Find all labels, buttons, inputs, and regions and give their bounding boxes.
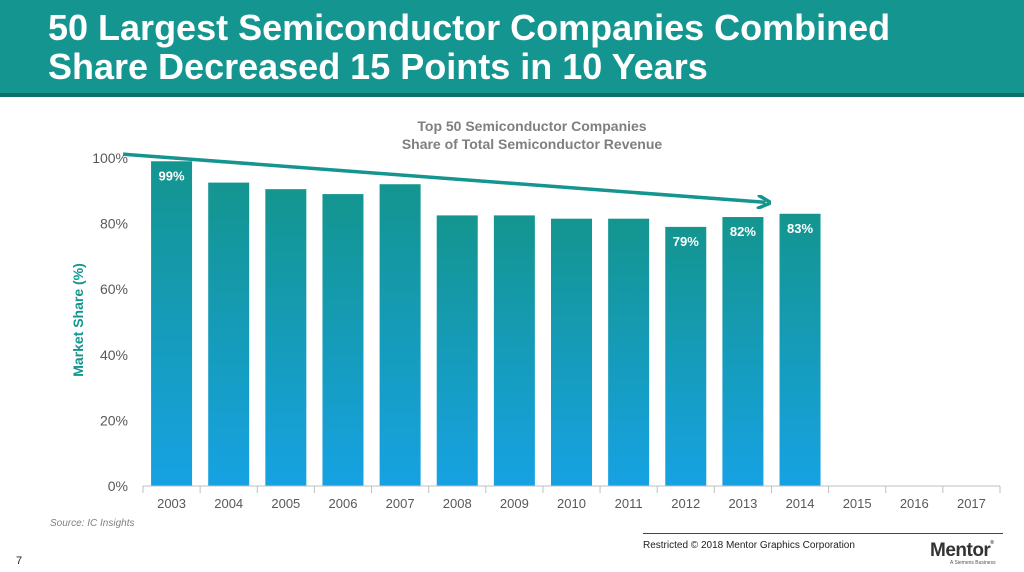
slide-title-line-1: 50 Largest Semiconductor Companies Combi… <box>48 7 891 48</box>
bar <box>151 161 193 486</box>
source-note: Source: IC Insights <box>50 518 135 529</box>
data-labels: 99% 79% 82% 83% <box>159 168 814 249</box>
bar <box>322 194 364 486</box>
x-tick-label: 2011 <box>615 496 643 511</box>
y-tick-label: 80% <box>100 216 128 232</box>
x-tick-label: 2004 <box>214 496 243 511</box>
bar <box>493 215 535 486</box>
trend-arrow <box>122 152 765 202</box>
copyright-text: Restricted © 2018 Mentor Graphics Corpor… <box>643 540 855 551</box>
chart-subtitle: Share of Total Semiconductor Revenue <box>402 136 663 152</box>
data-label: 82% <box>730 224 756 239</box>
data-label: 83% <box>787 221 813 236</box>
y-tick-label: 40% <box>100 347 128 363</box>
slide-title-line-2: Share Decreased 15 Points in 10 Years <box>48 46 708 87</box>
x-tick-label: 2016 <box>900 496 929 511</box>
x-tick-label: 2012 <box>671 496 700 511</box>
y-tick-label: 0% <box>108 478 128 494</box>
title-banner <box>0 0 1024 93</box>
y-axis-ticks: 0% 20% 40% 60% 80% 100% <box>92 150 128 494</box>
bar <box>208 182 250 486</box>
y-tick-label: 100% <box>92 150 128 166</box>
slide-title: 50 Largest Semiconductor Companies Combi… <box>48 8 1008 86</box>
bar <box>379 184 421 487</box>
y-tick-label: 60% <box>100 281 128 297</box>
x-tick-label: 2003 <box>157 496 186 511</box>
footer-divider <box>643 533 1003 534</box>
x-tick-label: 2013 <box>728 496 757 511</box>
bar <box>551 218 592 486</box>
bar <box>779 213 821 486</box>
bar <box>665 226 707 486</box>
chart-title: Top 50 Semiconductor Companies <box>417 118 646 134</box>
bar <box>265 189 307 486</box>
x-tick-label: 2014 <box>786 496 815 511</box>
y-axis-label: Market Share (%) <box>70 263 86 377</box>
x-tick-label: 2008 <box>443 496 472 511</box>
x-tick-label: 2009 <box>500 496 529 511</box>
x-tick-label: 2015 <box>843 496 872 511</box>
logo-wordmark: Mentor® <box>930 540 994 561</box>
x-tick-label: 2010 <box>557 496 586 511</box>
title-banner-underline <box>0 93 1024 97</box>
x-tick-label: 2017 <box>957 496 986 511</box>
x-tick-label: 2007 <box>386 496 415 511</box>
data-label: 79% <box>673 234 699 249</box>
page-number: 7 <box>16 555 23 567</box>
x-axis-ticks: 2003 2004 2005 2006 2007 2008 2009 2010 2011 2012… <box>142 486 1001 511</box>
mentor-logo: Mentor® A Siemens Business <box>930 540 1014 570</box>
logo-subtext: A Siemens Business <box>950 560 996 566</box>
bar <box>722 217 764 487</box>
bar-chart: Top 50 Semiconductor Companies Share of … <box>70 118 1001 511</box>
x-tick-label: 2006 <box>329 496 358 511</box>
data-label: 99% <box>159 168 185 183</box>
x-tick-label: 2005 <box>271 496 300 511</box>
y-tick-label: 20% <box>100 412 128 428</box>
bar <box>608 218 650 486</box>
bar <box>436 215 478 486</box>
bars <box>151 161 821 487</box>
